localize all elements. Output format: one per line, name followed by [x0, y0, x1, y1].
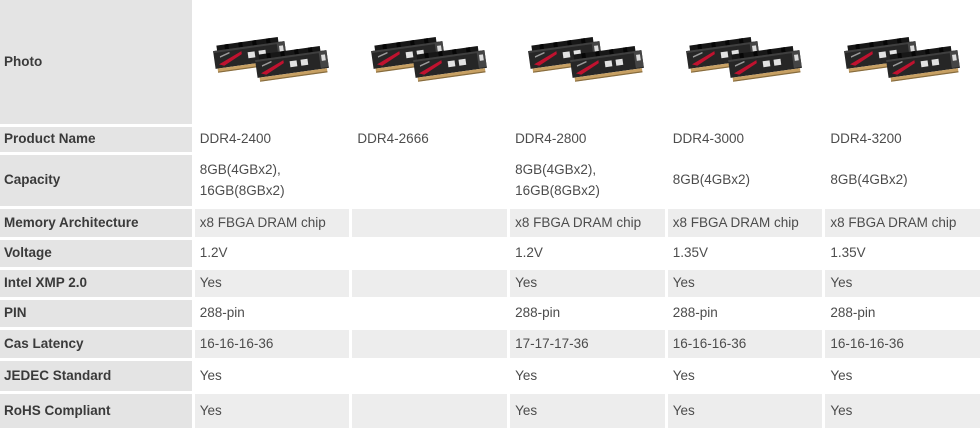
- pin-cell: [352, 300, 508, 327]
- photo-cell-ddr4-2800: [510, 0, 665, 124]
- voltage-cell: 1.35V: [667, 240, 823, 267]
- ram-modules-photo: [685, 36, 803, 83]
- intel-xmp-cell: Yes: [667, 270, 823, 297]
- capacity-cell: 8GB(4GBx2): [825, 155, 980, 206]
- row-label-photo: Photo: [0, 0, 192, 124]
- table-row-cas-latency: Cas Latency 16-16-16-36 17-17-17-36 16-1…: [0, 330, 980, 358]
- row-label-jedec-standard: JEDEC Standard: [0, 361, 192, 391]
- rohs-compliant-cell: Yes: [825, 394, 980, 428]
- voltage-cell: 1.2V: [194, 240, 350, 267]
- ram-modules-photo: [212, 36, 330, 83]
- table-row-pin: PIN 288-pin 288-pin 288-pin 288-pin: [0, 300, 980, 327]
- jedec-standard-cell: [352, 361, 508, 391]
- row-label-memory-architecture: Memory Architecture: [0, 209, 192, 237]
- intel-xmp-cell: Yes: [510, 270, 665, 297]
- table-row-jedec-standard: JEDEC Standard Yes Yes Yes Yes: [0, 361, 980, 391]
- product-name-cell: DDR4-3000: [667, 127, 823, 152]
- capacity-cell: 8GB(4GBx2): [667, 155, 823, 206]
- rohs-compliant-cell: Yes: [510, 394, 665, 428]
- photo-cell-ddr4-3200: [825, 0, 980, 124]
- photo-cell-ddr4-2400: [194, 0, 350, 124]
- intel-xmp-cell: [352, 270, 508, 297]
- table-row-photo: Photo: [0, 0, 980, 124]
- capacity-cell: 8GB(4GBx2), 16GB(8GBx2): [194, 155, 350, 206]
- product-name-cell: DDR4-2400: [194, 127, 350, 152]
- voltage-cell: 1.35V: [825, 240, 980, 267]
- ram-modules-photo: [527, 36, 645, 83]
- table-row-rohs-compliant: RoHS Compliant Yes Yes Yes Yes: [0, 394, 980, 428]
- intel-xmp-cell: Yes: [194, 270, 350, 297]
- memory-architecture-cell: x8 FBGA DRAM chip: [667, 209, 823, 237]
- product-name-cell: DDR4-2666: [352, 127, 508, 152]
- memory-architecture-cell: x8 FBGA DRAM chip: [825, 209, 980, 237]
- row-label-capacity: Capacity: [0, 155, 192, 206]
- cas-latency-cell: [352, 330, 508, 358]
- jedec-standard-cell: Yes: [510, 361, 665, 391]
- row-label-rohs-compliant: RoHS Compliant: [0, 394, 192, 428]
- row-label-pin: PIN: [0, 300, 192, 327]
- memory-architecture-cell: x8 FBGA DRAM chip: [510, 209, 665, 237]
- row-label-intel-xmp: Intel XMP 2.0: [0, 270, 192, 297]
- memory-architecture-cell: x8 FBGA DRAM chip: [194, 209, 350, 237]
- capacity-cell: 8GB(4GBx2), 16GB(8GBx2): [510, 155, 665, 206]
- table-row-capacity: Capacity 8GB(4GBx2), 16GB(8GBx2) 8GB(4GB…: [0, 155, 980, 206]
- pin-cell: 288-pin: [825, 300, 980, 327]
- row-label-voltage: Voltage: [0, 240, 192, 267]
- cas-latency-cell: 16-16-16-36: [667, 330, 823, 358]
- pin-cell: 288-pin: [510, 300, 665, 327]
- row-label-product-name: Product Name: [0, 127, 192, 152]
- jedec-standard-cell: Yes: [194, 361, 350, 391]
- product-name-cell: DDR4-2800: [510, 127, 665, 152]
- memory-architecture-cell: [352, 209, 508, 237]
- voltage-cell: [352, 240, 508, 267]
- table-row-memory-architecture: Memory Architecture x8 FBGA DRAM chip x8…: [0, 209, 980, 237]
- product-name-cell: DDR4-3200: [825, 127, 980, 152]
- photo-cell-ddr4-2666: [352, 0, 508, 124]
- photo-cell-ddr4-3000: [667, 0, 823, 124]
- table-row-intel-xmp: Intel XMP 2.0 Yes Yes Yes Yes: [0, 270, 980, 297]
- pin-cell: 288-pin: [667, 300, 823, 327]
- cas-latency-cell: 17-17-17-36: [510, 330, 665, 358]
- table-row-voltage: Voltage 1.2V 1.2V 1.35V 1.35V: [0, 240, 980, 267]
- pin-cell: 288-pin: [194, 300, 350, 327]
- rohs-compliant-cell: [352, 394, 508, 428]
- row-label-cas-latency: Cas Latency: [0, 330, 192, 358]
- intel-xmp-cell: Yes: [825, 270, 980, 297]
- capacity-cell: [352, 155, 508, 206]
- cas-latency-cell: 16-16-16-36: [825, 330, 980, 358]
- table-row-product-name: Product Name DDR4-2400 DDR4-2666 DDR4-28…: [0, 127, 980, 152]
- rohs-compliant-cell: Yes: [194, 394, 350, 428]
- rohs-compliant-cell: Yes: [667, 394, 823, 428]
- voltage-cell: 1.2V: [510, 240, 665, 267]
- ram-modules-photo: [370, 36, 488, 83]
- jedec-standard-cell: Yes: [825, 361, 980, 391]
- ram-modules-photo: [843, 36, 961, 83]
- jedec-standard-cell: Yes: [667, 361, 823, 391]
- cas-latency-cell: 16-16-16-36: [194, 330, 350, 358]
